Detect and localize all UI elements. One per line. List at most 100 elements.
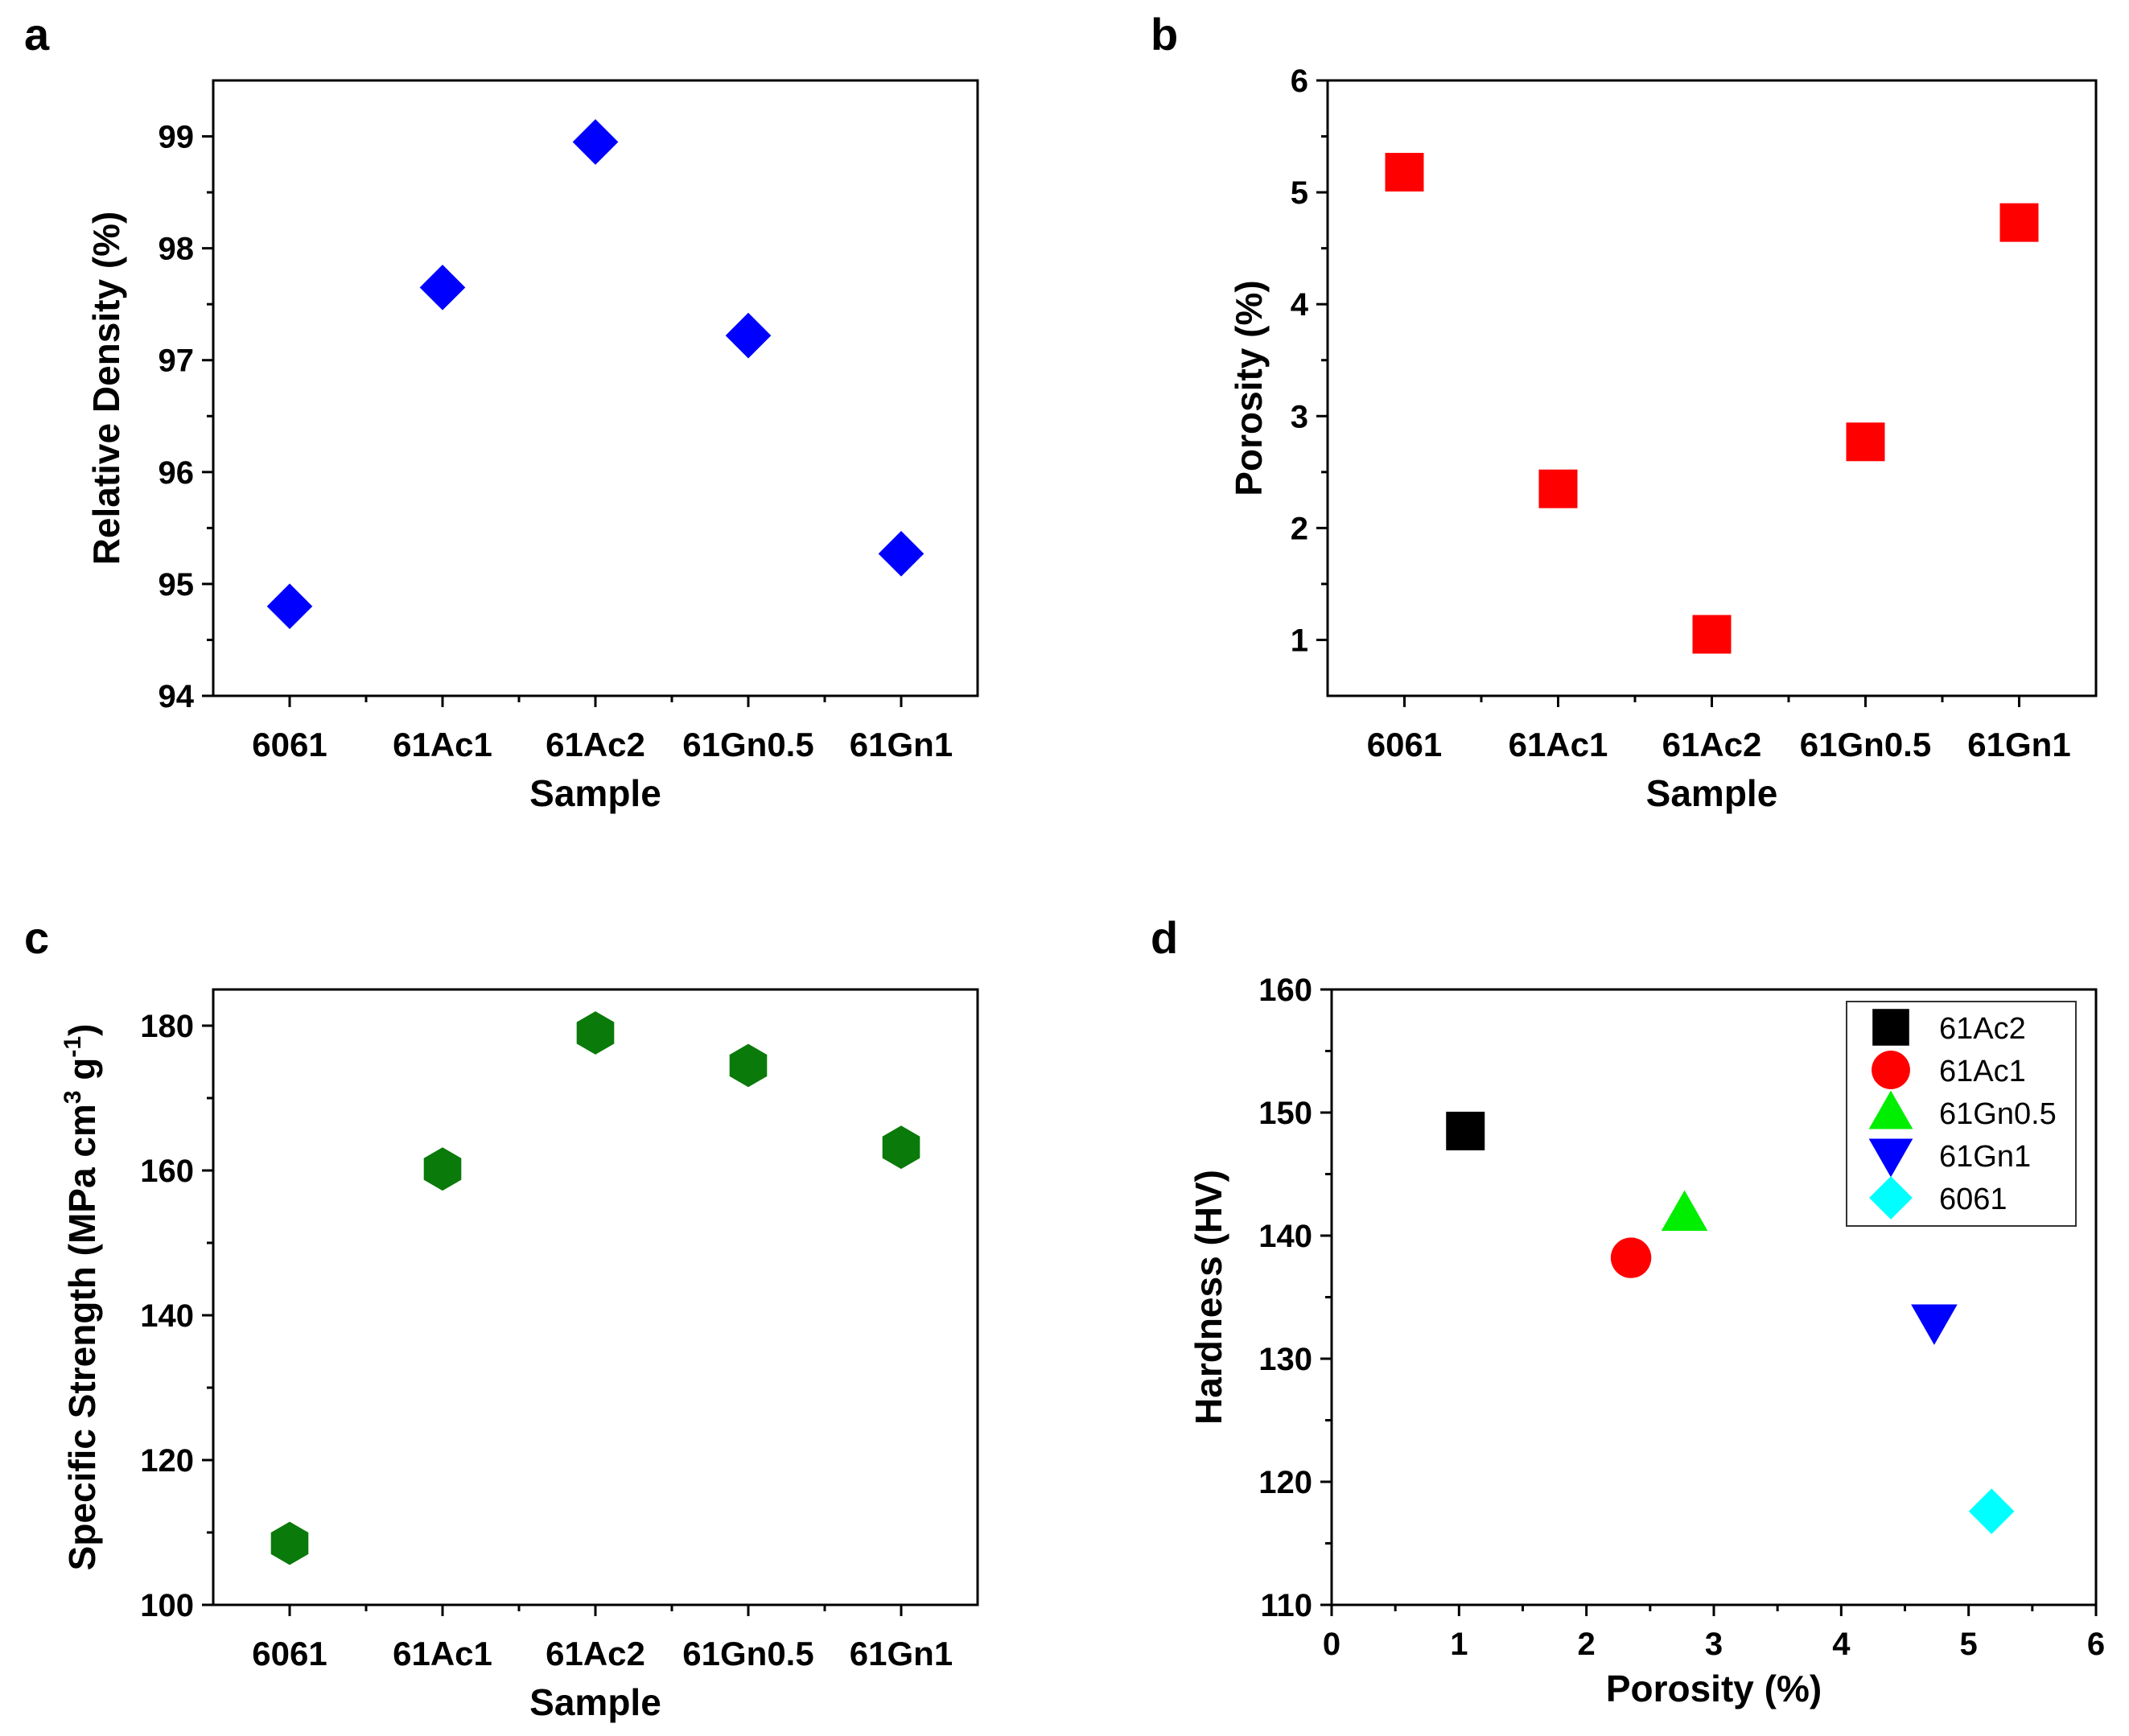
y-tick-label-d: 160 [1258, 973, 1312, 1008]
legend-item: 6061 [1869, 1176, 2008, 1220]
legend-marker [1869, 1176, 1913, 1220]
y-axis-label-b: Porosity (%) [1228, 280, 1270, 496]
y-tick-label-b: 3 [1291, 399, 1308, 434]
x-tick-label-a: 6061 [252, 726, 327, 763]
plot-frame-a [212, 79, 979, 697]
y-tick-label-a: 99 [159, 120, 195, 155]
y-tick-label-a: 95 [159, 567, 195, 603]
data-point-c [270, 1521, 309, 1565]
legend-label: 61Ac2 [1939, 1012, 2026, 1046]
x-tick-label-c: 61Gn0.5 [682, 1635, 813, 1672]
data-point-c [576, 1011, 615, 1055]
y-tick-label-c: 140 [140, 1298, 194, 1334]
legend-item: 61Gn0.5 [1868, 1090, 2057, 1131]
legend-label: 6061 [1939, 1183, 2008, 1216]
x-tick-label-d: 5 [1960, 1627, 1978, 1662]
data-point-a [419, 264, 466, 311]
y-axis-label-a: Relative Density (%) [85, 212, 127, 566]
x-tick-label-c: 6061 [252, 1635, 327, 1672]
y-tick-label-b: 5 [1291, 175, 1308, 211]
data-point-c [423, 1147, 462, 1191]
x-tick-label-d: 3 [1705, 1627, 1723, 1662]
data-point-b [1846, 422, 1885, 462]
data-point-b [1538, 469, 1578, 508]
y-tick-label-a: 98 [159, 232, 195, 267]
x-tick-label-d: 6 [2087, 1627, 2105, 1662]
panel-label-a: a [24, 9, 50, 60]
legend-item: 61Ac1 [1872, 1051, 2026, 1089]
y-tick-label-c: 180 [140, 1009, 194, 1044]
y-axis-label-c: Specific Strength (MPa cm3 g-1) [60, 1024, 103, 1571]
y-tick-label-d: 130 [1258, 1342, 1312, 1377]
legend-marker [1872, 1051, 1910, 1089]
data-point-d [1661, 1190, 1708, 1232]
x-axis-label-d: Porosity (%) [1606, 1668, 1822, 1709]
plot-frame-b [1326, 79, 2098, 697]
data-point-a [725, 312, 772, 359]
legend-label: 61Gn1 [1939, 1140, 2031, 1174]
x-tick-label-d: 4 [1832, 1627, 1851, 1662]
data-point-d [1968, 1488, 2015, 1535]
legend-marker [1872, 1009, 1909, 1046]
panel-label-b: b [1151, 9, 1178, 60]
legend-label: 61Gn0.5 [1939, 1097, 2057, 1131]
data-point-a [572, 119, 619, 165]
x-tick-label-d: 2 [1578, 1627, 1596, 1662]
x-tick-label-a: 61Ac2 [546, 726, 645, 763]
y-tick-label-d: 140 [1258, 1219, 1312, 1254]
data-point-d [1610, 1237, 1652, 1278]
x-tick-label-b: 6061 [1367, 726, 1442, 763]
y-tick-label-c: 120 [140, 1443, 194, 1479]
chart-panel-a: 94 95 96 97 98 99 6061 61Ac1 61Ac2 61Gn0.5 61Gn1 Sa… [85, 79, 979, 814]
y-tick-label-a: 94 [159, 679, 195, 714]
panel-label-c: c [24, 912, 49, 963]
data-point-c [729, 1043, 768, 1088]
chart-panel-b: 1 2 3 4 5 6 6061 61Ac1 61Ac2 61Gn0.5 61Gn1 Sample Po… [1228, 64, 2098, 814]
legend-label: 61Ac1 [1939, 1055, 2026, 1088]
x-tick-label-d: 0 [1323, 1627, 1340, 1662]
x-tick-label-b: 61Gn0.5 [1800, 726, 1931, 763]
x-tick-label-a: 61Gn0.5 [682, 726, 813, 763]
y-axis-label-d: Hardness (HV) [1188, 1170, 1229, 1425]
y-tick-label-d: 150 [1258, 1096, 1312, 1131]
y-tick-label-b: 1 [1291, 623, 1308, 658]
plot-frame-c [212, 988, 979, 1606]
x-tick-label-d: 1 [1450, 1627, 1468, 1662]
legend-marker [1868, 1090, 1913, 1129]
data-point-b [1692, 615, 1732, 654]
data-point-b [1999, 203, 2039, 242]
data-point-d [1446, 1111, 1485, 1150]
chart-panel-c: 100 120 140 160 180 6061 61Ac1 61Ac2 61Gn0.5 61Gn… [60, 988, 979, 1723]
data-point-d [1911, 1304, 1958, 1345]
y-tick-label-b: 6 [1291, 64, 1308, 99]
x-tick-label-c: 61Gn1 [850, 1635, 953, 1672]
y-tick-label-a: 97 [159, 343, 195, 379]
x-axis-label-a: Sample [529, 772, 661, 814]
x-axis-label-b: Sample [1646, 772, 1778, 814]
chart-panel-d: 110 120 130 140 150 160 0 1 2 3 4 5 6 61Ac2 61Ac1 61Gn0… [1188, 973, 2105, 1709]
y-tick-label-d: 110 [1260, 1588, 1312, 1623]
data-point-a [878, 531, 924, 577]
y-tick-label-c: 160 [140, 1154, 194, 1189]
x-axis-label-c: Sample [529, 1681, 661, 1723]
x-tick-label-b: 61Ac2 [1662, 726, 1762, 763]
x-tick-label-c: 61Ac2 [546, 1635, 645, 1672]
x-tick-label-c: 61Ac1 [393, 1635, 492, 1672]
legend-item: 61Ac2 [1872, 1009, 2026, 1046]
y-tick-label-d: 120 [1258, 1465, 1312, 1500]
data-point-b [1385, 153, 1424, 192]
x-tick-label-b: 61Gn1 [1967, 726, 2070, 763]
panel-label-d: d [1151, 912, 1178, 963]
legend-item: 61Gn1 [1868, 1138, 2031, 1178]
x-tick-label-a: 61Ac1 [393, 726, 492, 763]
legend-marker [1868, 1138, 1913, 1178]
x-tick-label-b: 61Ac1 [1509, 726, 1608, 763]
data-point-c [882, 1125, 920, 1170]
y-tick-label-a: 96 [159, 455, 195, 491]
y-tick-label-b: 2 [1291, 511, 1308, 546]
y-tick-label-c: 100 [140, 1588, 194, 1623]
x-tick-label-a: 61Gn1 [850, 726, 953, 763]
data-point-a [266, 583, 313, 630]
y-tick-label-b: 4 [1291, 287, 1309, 323]
